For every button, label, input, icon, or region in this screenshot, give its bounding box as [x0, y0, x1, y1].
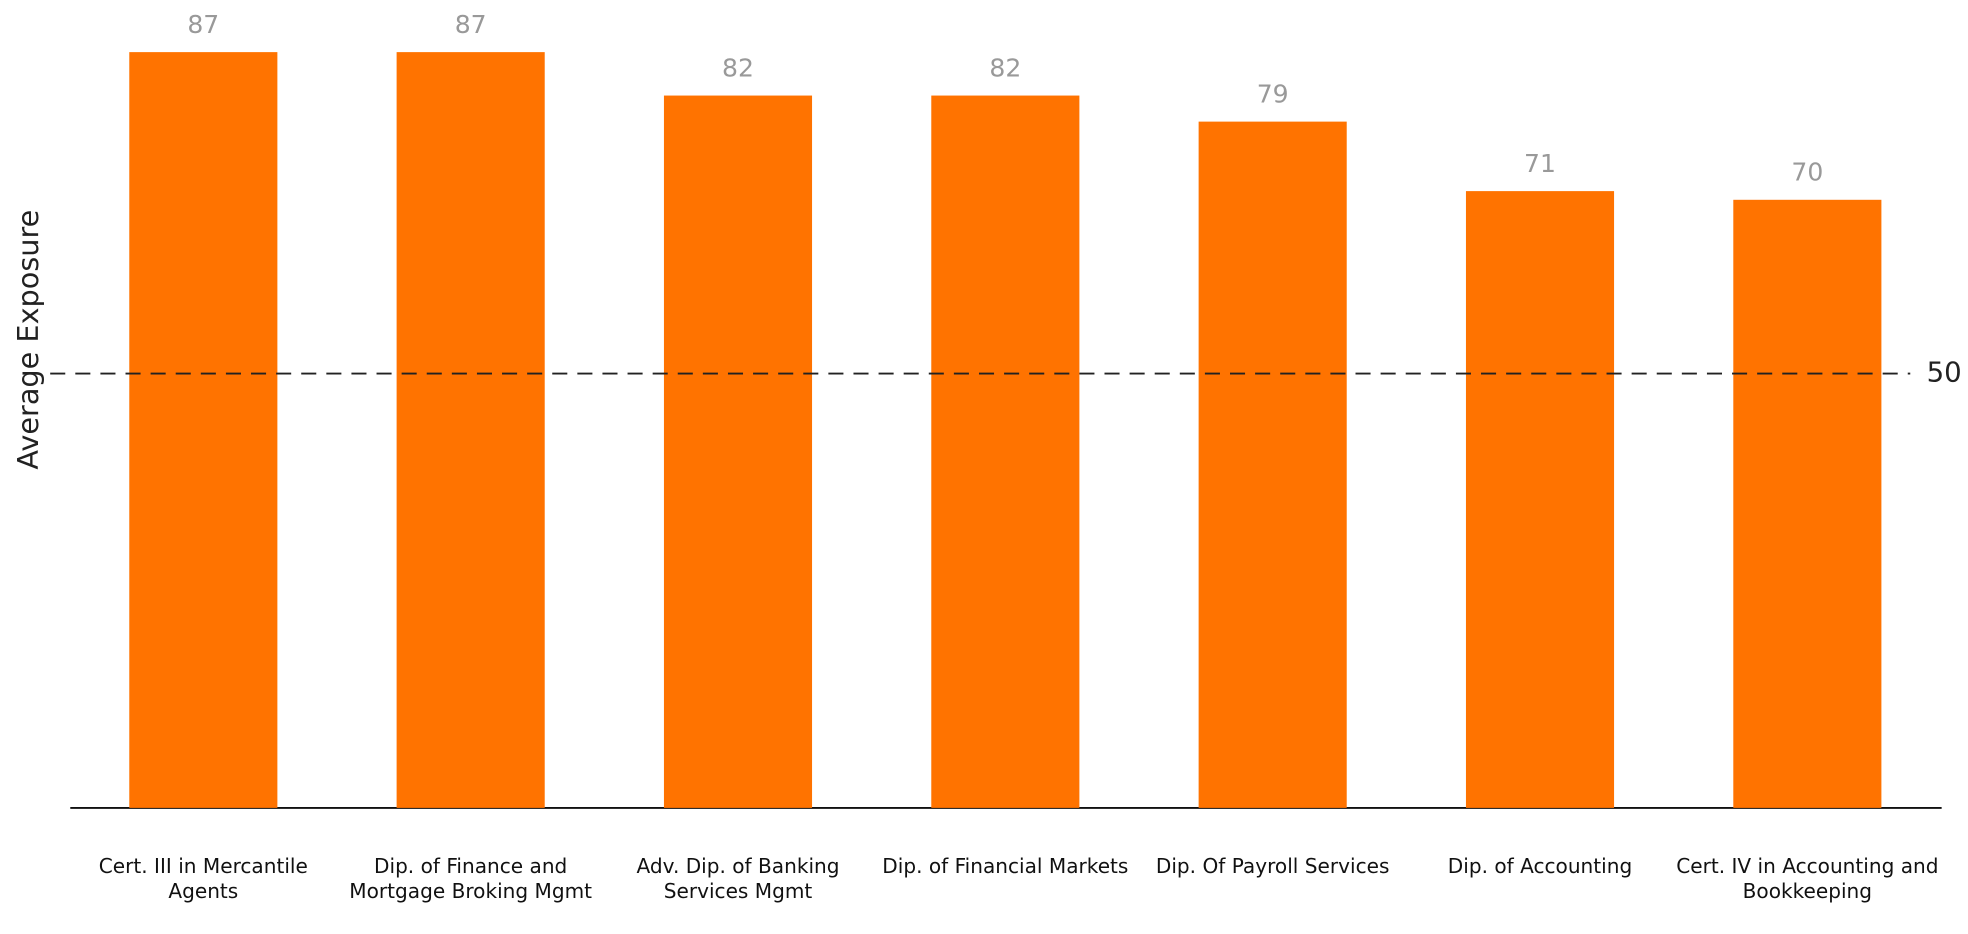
- bar: [1465, 191, 1615, 808]
- x-tick-label-box: Dip. of Finance and Mortgage Broking Mgm…: [349, 854, 593, 903]
- x-tick-label-box: Cert. III in Mercantile Agents: [98, 854, 308, 903]
- bar: [129, 52, 278, 808]
- bar: [1733, 199, 1882, 808]
- value-label: 87: [187, 10, 219, 39]
- x-tick-label-box: Adv. Dip. of Banking Services Mgmt: [636, 854, 840, 903]
- x-tick-label: Dip. of Accounting: [1447, 854, 1633, 878]
- x-tick-label-box: Cert. IV in Accounting and Bookkeeping: [1676, 854, 1939, 903]
- bar: [663, 95, 813, 808]
- x-tick-label: Cert. III in Mercantile Agents: [98, 854, 308, 903]
- x-tick-label-box: Dip. of Accounting: [1447, 854, 1633, 878]
- value-label: 79: [1257, 79, 1289, 108]
- value-label: 70: [1791, 158, 1823, 187]
- x-tick-label: Dip. of Financial Markets: [882, 854, 1129, 878]
- x-tick-label-box: Dip. Of Payroll Services: [1155, 854, 1390, 878]
- bar: [1198, 121, 1347, 808]
- value-label: 71: [1524, 149, 1556, 178]
- x-tick-label: Adv. Dip. of Banking Services Mgmt: [636, 854, 840, 903]
- x-tick-label: Dip. Of Payroll Services: [1155, 854, 1390, 878]
- value-label: 87: [455, 10, 487, 39]
- bar: [396, 52, 545, 808]
- x-tick-label: Dip. of Finance and Mortgage Broking Mgm…: [349, 854, 593, 903]
- y-axis-label: Average Exposure: [11, 210, 45, 470]
- x-tick-label-box: Dip. of Financial Markets: [882, 854, 1129, 878]
- value-label: 82: [722, 53, 754, 82]
- value-label: 82: [989, 53, 1021, 82]
- x-tick-label: Cert. IV in Accounting and Bookkeeping: [1676, 854, 1939, 903]
- reference-label: 50: [1927, 357, 1962, 389]
- bar: [931, 95, 1080, 808]
